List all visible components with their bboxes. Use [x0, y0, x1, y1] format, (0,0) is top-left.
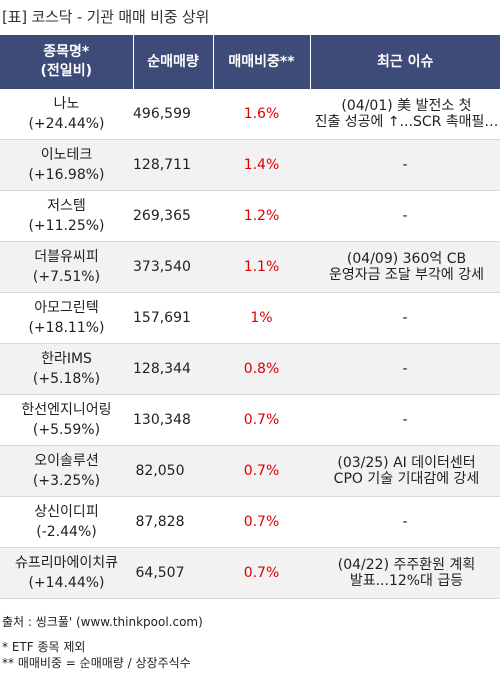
- header-row: 종목명* (전일비) 순매매량 매매비중** 최근 이슈: [0, 35, 500, 89]
- price-change: (+16.98%): [28, 167, 105, 183]
- price-change: (+14.44%): [28, 575, 105, 591]
- stock-name-cell: 슈프리마에이치큐 (+14.44%): [0, 547, 133, 599]
- issue-line: (04/09) 360억 CB: [346, 251, 467, 267]
- stock-name: 더블유씨피: [34, 249, 99, 265]
- footnote-etf: * ETF 종목 제외: [2, 640, 86, 654]
- price-change: (-2.44%): [36, 524, 97, 540]
- price-change: (+3.25%): [32, 473, 101, 489]
- net-volume: 128,711: [133, 139, 213, 191]
- recent-issue: (03/25) AI 데이터센터 CPO 기술 기대감에 강세: [310, 445, 500, 497]
- price-change: (+18.11%): [28, 320, 105, 336]
- stock-name: 나노: [53, 96, 80, 112]
- issue-line: (04/22) 주주환원 계획: [337, 557, 476, 573]
- recent-issue: -: [310, 343, 500, 395]
- header-volume: 순매매량: [133, 35, 214, 89]
- trade-ratio: 0.7%: [213, 445, 310, 497]
- stock-name-cell: 한선엔지니어링 (+5.59%): [0, 394, 133, 446]
- issue-line: -: [402, 361, 408, 377]
- net-volume: 82,050: [133, 445, 213, 497]
- price-change: (+11.25%): [28, 218, 105, 234]
- issue-line: 운영자금 조달 부각에 강세: [328, 267, 485, 283]
- stock-name-cell: 아모그린텍 (+18.11%): [0, 292, 133, 344]
- table-row: 아모그린텍 (+18.11%) 157,691 1% -: [0, 292, 500, 344]
- net-volume: 128,344: [133, 343, 213, 395]
- trade-ratio: 0.7%: [213, 496, 310, 548]
- net-volume: 269,365: [133, 190, 213, 242]
- stock-name-cell: 이노테크 (+16.98%): [0, 139, 133, 191]
- recent-issue: (04/09) 360억 CB 운영자금 조달 부각에 강세: [310, 241, 500, 293]
- issue-line: CPO 기술 기대감에 강세: [333, 471, 480, 487]
- stock-name: 아모그린텍: [34, 300, 99, 316]
- issue-line: -: [402, 208, 408, 224]
- trade-ratio: 0.7%: [213, 394, 310, 446]
- recent-issue: -: [310, 292, 500, 344]
- stock-name-cell: 더블유씨피 (+7.51%): [0, 241, 133, 293]
- stock-name: 한라IMS: [41, 351, 92, 367]
- trade-ratio: 1%: [213, 292, 310, 344]
- price-change: (+7.51%): [32, 269, 101, 285]
- header-name: 종목명* (전일비): [0, 35, 134, 89]
- issue-line: -: [402, 310, 408, 326]
- issue-line: (04/01) 美 발전소 첫: [341, 98, 472, 114]
- issue-line: 발표...12%대 급등: [349, 573, 464, 589]
- trade-ratio: 1.6%: [213, 89, 310, 140]
- trade-ratio: 1.4%: [213, 139, 310, 191]
- stock-name-cell: 저스템 (+11.25%): [0, 190, 133, 242]
- header-issue: 최근 이슈: [310, 35, 500, 89]
- recent-issue: -: [310, 139, 500, 191]
- recent-issue: -: [310, 394, 500, 446]
- header-ratio: 매매비중**: [213, 35, 311, 89]
- table-row: 나노 (+24.44%) 496,599 1.6% (04/01) 美 발전소 첫 진출 …: [0, 89, 500, 140]
- issue-line: -: [402, 514, 408, 530]
- stock-name: 상신이디피: [34, 504, 99, 520]
- stock-name-cell: 한라IMS (+5.18%): [0, 343, 133, 395]
- issue-line: -: [402, 157, 408, 173]
- trade-ratio: 0.7%: [213, 547, 310, 599]
- price-change: (+5.18%): [32, 371, 101, 387]
- net-volume: 87,828: [133, 496, 213, 548]
- issue-line: 진출 성공에 ↑...SCR 촉매필…: [314, 114, 499, 130]
- table-body: 나노 (+24.44%) 496,599 1.6% (04/01) 美 발전소 첫 진출 …: [0, 89, 500, 599]
- net-volume: 373,540: [133, 241, 213, 293]
- table-row: 저스템 (+11.25%) 269,365 1.2% -: [0, 190, 500, 242]
- trade-ratio: 0.8%: [213, 343, 310, 395]
- stock-name: 한선엔지니어링: [21, 402, 112, 418]
- trade-ratio: 1.2%: [213, 190, 310, 242]
- recent-issue: (04/01) 美 발전소 첫 진출 성공에 ↑...SCR 촉매필…: [310, 89, 500, 140]
- recent-issue: (04/22) 주주환원 계획 발표...12%대 급등: [310, 547, 500, 599]
- stock-name: 슈프리마에이치큐: [14, 555, 119, 571]
- issue-line: (03/25) AI 데이터센터: [337, 455, 476, 471]
- stock-name-cell: 나노 (+24.44%): [0, 89, 133, 140]
- table-row: 오이솔루션 (+3.25%) 82,050 0.7% (03/25) AI 데이터센터 C…: [0, 445, 500, 497]
- table-row: 한라IMS (+5.18%) 128,344 0.8% -: [0, 343, 500, 395]
- issue-line: -: [402, 412, 408, 428]
- net-volume: 496,599: [133, 89, 213, 140]
- table-row: 한선엔지니어링 (+5.59%) 130,348 0.7% -: [0, 394, 500, 446]
- header-name-line2: (전일비): [40, 63, 92, 79]
- stock-name: 저스템: [47, 198, 86, 214]
- recent-issue: -: [310, 190, 500, 242]
- trade-ratio: 1.1%: [213, 241, 310, 293]
- ranking-table: 종목명* (전일비) 순매매량 매매비중** 최근 이슈 나노 (+24.44%)…: [0, 35, 500, 599]
- table-row: 더블유씨피 (+7.51%) 373,540 1.1% (04/09) 360억 CB 운…: [0, 241, 500, 293]
- header-name-line1: 종목명*: [43, 44, 90, 60]
- table-row: 상신이디피 (-2.44%) 87,828 0.7% -: [0, 496, 500, 548]
- price-change: (+5.59%): [32, 422, 101, 438]
- table-title: [표] 코스닥 - 기관 매매 비중 상위: [2, 8, 210, 26]
- recent-issue: -: [310, 496, 500, 548]
- footnote-ratio: ** 매매비중 = 순매매량 / 상장주식수: [2, 656, 191, 670]
- stock-name-cell: 오이솔루션 (+3.25%): [0, 445, 133, 497]
- price-change: (+24.44%): [28, 116, 105, 132]
- stock-name: 이노테크: [40, 147, 93, 163]
- stock-name-cell: 상신이디피 (-2.44%): [0, 496, 133, 548]
- net-volume: 130,348: [133, 394, 213, 446]
- net-volume: 64,507: [133, 547, 213, 599]
- source-note: 출처 : 씽크풀' (www.thinkpool.com): [2, 615, 203, 629]
- net-volume: 157,691: [133, 292, 213, 344]
- table-row: 슈프리마에이치큐 (+14.44%) 64,507 0.7% (04/22) 주주환원 …: [0, 547, 500, 599]
- stock-name: 오이솔루션: [34, 453, 99, 469]
- table-row: 이노테크 (+16.98%) 128,711 1.4% -: [0, 139, 500, 191]
